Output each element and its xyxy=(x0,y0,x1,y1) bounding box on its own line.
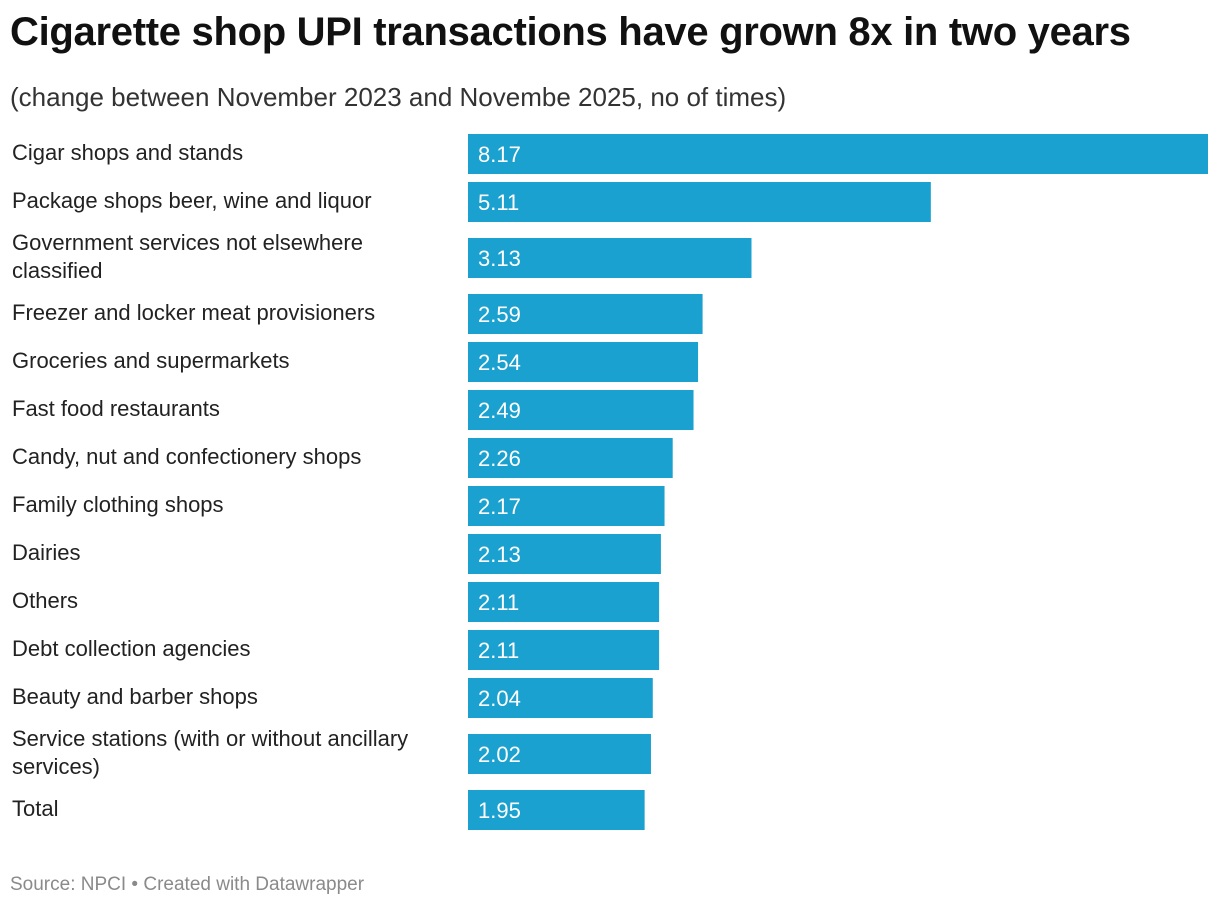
bar-value-label: 2.02 xyxy=(478,742,521,767)
bar-value-label: 5.11 xyxy=(478,190,519,215)
category-label: Package shops beer, wine and liquor xyxy=(12,188,372,213)
bar-value-label: 1.95 xyxy=(478,798,521,823)
category-label: Fast food restaurants xyxy=(12,396,220,421)
chart-title: Cigarette shop UPI transactions have gro… xyxy=(10,10,1131,54)
category-label: Debt collection agencies xyxy=(12,636,250,661)
bar xyxy=(468,790,645,830)
bar-value-label: 2.17 xyxy=(478,494,521,519)
chart-subtitle: (change between November 2023 and Novemb… xyxy=(10,82,787,112)
bar xyxy=(468,678,653,718)
category-label: Family clothing shops xyxy=(12,492,224,517)
bar-value-label: 2.13 xyxy=(478,542,521,567)
category-label: Candy, nut and confectionery shops xyxy=(12,444,361,469)
category-label: Freezer and locker meat provisioners xyxy=(12,300,375,325)
category-label: Government services not elsewhere classif… xyxy=(12,230,363,283)
bar-value-label: 8.17 xyxy=(478,142,521,167)
bar-value-label: 3.13 xyxy=(478,246,521,271)
bar-value-label: 2.49 xyxy=(478,398,521,423)
bar xyxy=(468,342,699,382)
bar xyxy=(468,534,661,574)
bar xyxy=(468,734,651,774)
bar xyxy=(468,438,673,478)
bar xyxy=(468,134,1208,174)
category-label: Cigar shops and stands xyxy=(12,140,243,165)
bar xyxy=(468,486,665,526)
bar-chart: 8.17 Cigar shops and stands 5.11 Package sh… xyxy=(12,134,1208,830)
source-note: Source: NPCI • Created with Datawrapper xyxy=(10,874,365,895)
category-label: Groceries and supermarkets xyxy=(12,348,290,373)
category-label: Total xyxy=(12,796,58,821)
category-label: Others xyxy=(12,588,78,613)
bar-value-label: 2.11 xyxy=(478,638,519,663)
bar-value-label: 2.26 xyxy=(478,446,521,471)
bar xyxy=(468,294,703,334)
category-label: Beauty and barber shops xyxy=(12,684,258,709)
bar xyxy=(468,630,660,670)
bar-value-label: 2.11 xyxy=(478,590,519,615)
bar-value-label: 2.54 xyxy=(478,350,521,375)
bar xyxy=(468,182,931,222)
category-label: Service stations (with or without ancill… xyxy=(12,726,408,779)
category-label: Dairies xyxy=(12,540,80,565)
bar xyxy=(468,582,660,622)
bar-value-label: 2.04 xyxy=(478,686,521,711)
bar xyxy=(468,390,694,430)
bar-value-label: 2.59 xyxy=(478,302,521,327)
bar xyxy=(468,238,752,278)
